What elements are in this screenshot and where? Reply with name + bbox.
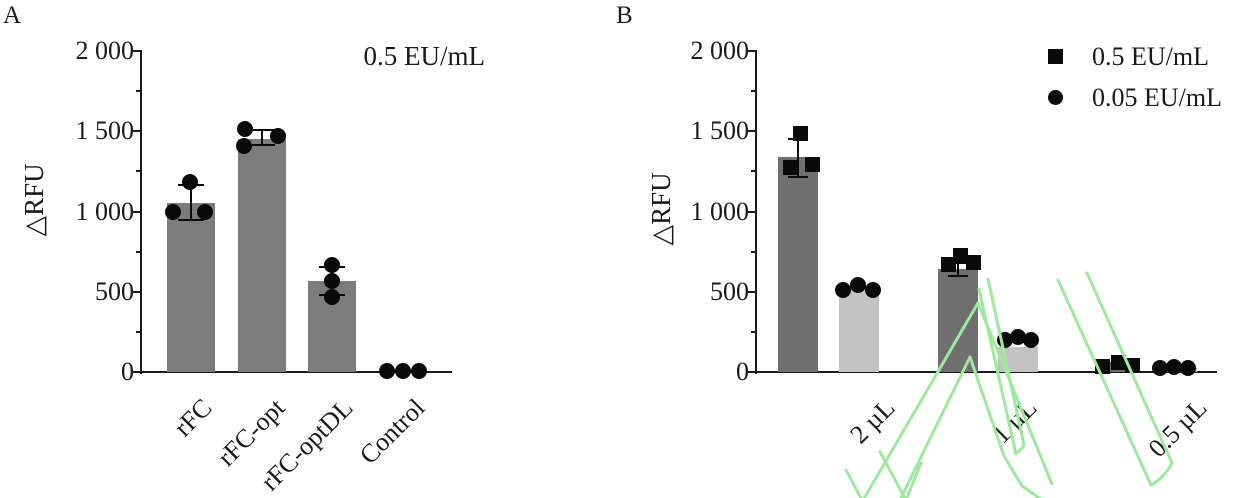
data-point (865, 281, 881, 298)
y-axis-line (140, 50, 142, 374)
x-axis-line (140, 371, 452, 373)
y-tick-label: 1 000 (690, 196, 750, 226)
bar-2 µL (778, 157, 818, 372)
y-tick-minor (136, 250, 140, 253)
y-tick-major (748, 130, 755, 133)
data-point (395, 363, 411, 380)
data-point (379, 363, 395, 380)
data-point (182, 173, 198, 190)
y-tick-label: 1 500 (690, 116, 750, 146)
y-tick-major (133, 50, 140, 52)
bar-1 µL (998, 347, 1038, 372)
y-tick-label: 1 500 (75, 116, 135, 146)
y-tick-label: 2 000 (690, 36, 750, 65)
y-tick-major (133, 130, 140, 133)
x-category-label: 1 µL (986, 393, 1043, 450)
legend-square-marker-icon (1048, 49, 1063, 64)
y-tick-minor (136, 330, 140, 333)
data-point (411, 363, 427, 380)
bar-rFC (167, 203, 215, 372)
data-point (1094, 358, 1110, 374)
y-tick-label: 500 (95, 276, 134, 306)
error-bar-line (797, 138, 799, 177)
panel-a-label: A (3, 2, 22, 29)
data-point (965, 255, 981, 271)
y-tick-label: 2 000 (75, 36, 135, 65)
error-bar-cap-top (249, 129, 275, 132)
data-point (237, 120, 253, 137)
data-point (1124, 358, 1140, 374)
legend-label-005: 0.05 EU/mL (1092, 83, 1222, 112)
error-bar-cap-bottom (788, 175, 808, 178)
error-bar-line (261, 130, 263, 145)
data-point (270, 128, 286, 145)
error-bar-line (957, 262, 959, 276)
data-point (1023, 331, 1039, 348)
bar-rFC-opt (238, 139, 286, 372)
data-point (850, 277, 866, 294)
y-tick-minor (751, 250, 755, 253)
y-tick-minor (751, 330, 755, 333)
y-tick-label: 1 000 (75, 196, 135, 226)
y-tick-major (133, 371, 140, 373)
bar-1 µL (938, 269, 978, 372)
y-tick-major (748, 290, 755, 293)
panel-a-annotation: 0.5 EU/mL (363, 41, 486, 71)
y-tick-label: 0 (121, 357, 134, 386)
legend-circle-marker-icon (1048, 90, 1063, 105)
y-tick-major (748, 371, 755, 373)
data-point (1110, 355, 1126, 371)
data-point (952, 248, 968, 264)
error-bar-line (190, 185, 192, 221)
x-category-label: 0.5 µL (1142, 393, 1213, 463)
y-tick-major (748, 210, 755, 213)
data-point (324, 257, 340, 274)
error-bar-cap-bottom (178, 219, 204, 222)
data-point (804, 157, 820, 173)
y-tick-major (133, 290, 140, 293)
data-point (324, 288, 340, 305)
y-tick-label: 500 (710, 276, 749, 306)
data-point (1180, 359, 1196, 376)
data-point (165, 203, 181, 220)
data-point (324, 273, 340, 290)
y-tick-minor (136, 170, 140, 173)
data-point (782, 159, 798, 175)
y-tick-minor (751, 170, 755, 173)
data-point (940, 257, 956, 273)
error-bar-cap-bottom (249, 143, 275, 146)
panel-b-label: B (616, 2, 633, 29)
y-tick-minor (751, 90, 755, 93)
y-tick-label: 0 (736, 357, 749, 386)
data-point (236, 137, 252, 154)
x-category-label: 2 µL (844, 393, 901, 450)
data-point (835, 281, 851, 298)
legend-label-05: 0.5 EU/mL (1092, 42, 1209, 71)
y-axis-line (755, 50, 757, 374)
y-tick-major (133, 210, 140, 213)
data-point (197, 203, 213, 220)
x-axis-line (755, 371, 1217, 373)
data-point (792, 125, 808, 141)
y-tick-major (748, 50, 755, 52)
bar-2 µL (839, 288, 879, 372)
error-bar-cap-bottom (948, 274, 968, 277)
y-tick-minor (136, 90, 140, 93)
